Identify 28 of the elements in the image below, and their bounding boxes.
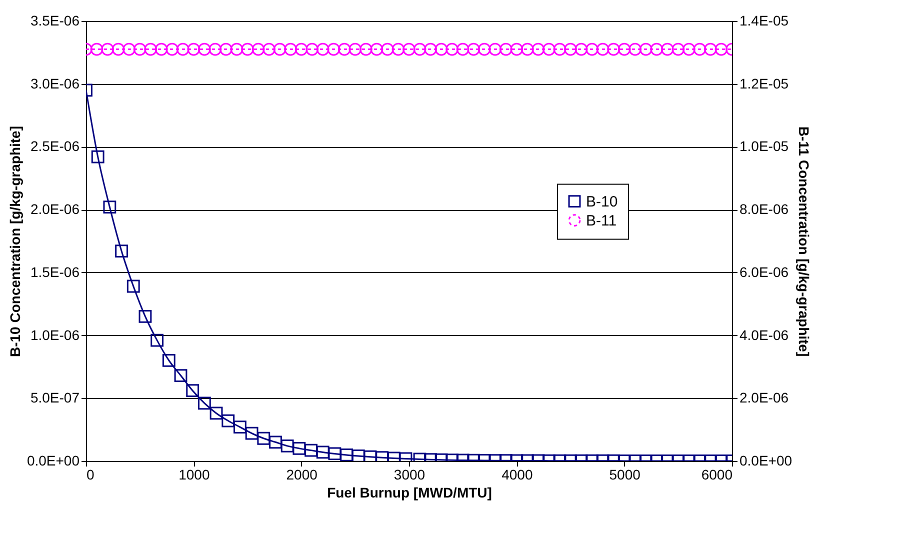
y2-tick-label: 0.0E+00 — [740, 452, 792, 468]
x-tick-label: 3000 — [394, 466, 426, 482]
y2-tick-label: 6.0E-06 — [740, 264, 789, 280]
x-tick-label: 0 — [86, 466, 94, 482]
y-axis-title: B-10 Concentration [g/kg-graphite] — [6, 126, 23, 358]
y-tick-label: 1.0E-06 — [30, 326, 80, 343]
y-tick-label: 3.0E-06 — [30, 75, 80, 92]
legend-label: B-11 — [586, 212, 617, 230]
x-tick-label: 5000 — [609, 466, 641, 482]
y-tick-label: 1.5E-06 — [30, 264, 80, 280]
y-tick-label: 5.0E-07 — [30, 390, 80, 406]
y2-tick-label: 4.0E-06 — [740, 326, 789, 343]
y2-tick-label: 1.0E-05 — [740, 138, 789, 154]
y-tick-label: 2.0E-06 — [30, 201, 80, 218]
y2-tick-label: 2.0E-06 — [740, 390, 789, 406]
x-tick-label: 4000 — [502, 466, 533, 482]
legend-label: B-10 — [586, 193, 618, 210]
x-tick-label: 6000 — [701, 466, 733, 482]
y-tick-label: 3.5E-06 — [30, 12, 80, 28]
x-axis-title: Fuel Burnup [MWD/MTU] — [327, 484, 492, 500]
x-tick-label: 2000 — [286, 466, 318, 482]
y2-tick-label: 8.0E-06 — [740, 201, 789, 218]
y-tick-label: 2.5E-06 — [30, 138, 80, 154]
y2-tick-label: 1.2E-05 — [740, 75, 789, 92]
y2-tick-label: 1.4E-05 — [740, 12, 789, 28]
y-tick-label: 0.0E+00 — [26, 452, 80, 468]
x-tick-label: 1000 — [178, 466, 210, 482]
y2-axis-title: B-11 Concentration [g/kg-graphite] — [796, 126, 812, 357]
